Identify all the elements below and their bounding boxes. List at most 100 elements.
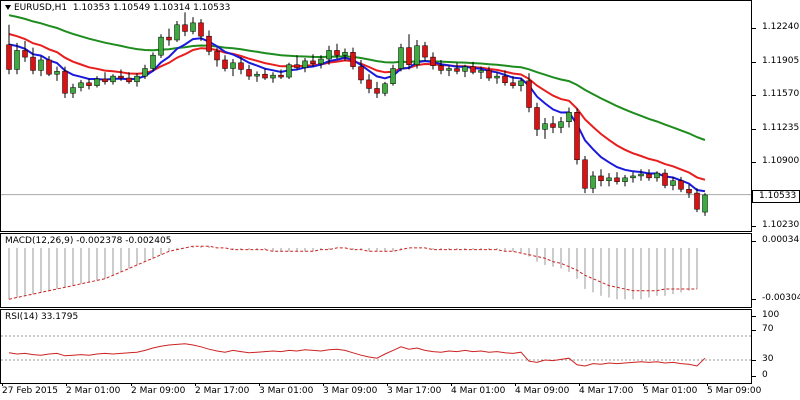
price-axis[interactable]: 1.12240 1.11905 1.11570 1.11235 1.10900 …: [751, 0, 800, 232]
candle-body: [542, 123, 548, 130]
time-label: 27 Feb 2015: [2, 383, 59, 396]
candle-body: [62, 71, 68, 94]
macd-label: MACD(12,26,9) -0.002378 -0.002405: [5, 236, 172, 246]
candle-body: [630, 175, 636, 179]
candle-body: [118, 75, 124, 79]
candle-body: [638, 173, 644, 177]
candle-body: [526, 80, 532, 108]
time-label: 5 Mar 09:00: [707, 383, 762, 396]
candle-body: [566, 111, 572, 123]
candle-body: [406, 47, 412, 65]
candle-body: [94, 78, 100, 86]
moving-average-slow: [8, 14, 706, 141]
candle-body: [302, 60, 308, 68]
candle-body: [678, 180, 684, 190]
candle-body: [222, 59, 228, 69]
time-label: 5 Mar 01:00: [643, 383, 698, 396]
macd-tick: -0.003044: [751, 293, 800, 303]
candle-body: [54, 71, 60, 75]
price-tick: 1.11905: [751, 56, 800, 66]
candle-body: [206, 35, 212, 52]
candle-body: [270, 74, 276, 79]
candle-body: [38, 59, 44, 71]
candle-body: [646, 173, 652, 179]
candle-body: [494, 75, 500, 79]
rsi-tick: 70: [751, 324, 774, 334]
candle-body: [694, 192, 700, 210]
time-label: 4 Mar 09:00: [515, 383, 570, 396]
price-chart-pane[interactable]: EURUSD,H1 1.10353 1.10549 1.10314 1.1053…: [0, 0, 752, 232]
candle-body: [342, 52, 348, 56]
candle-body: [614, 177, 620, 182]
candle-body: [70, 87, 76, 94]
price-tick: 1.10900: [751, 156, 800, 166]
candle-body: [590, 175, 596, 189]
open-value: 1.10353: [72, 3, 111, 13]
candle-body: [126, 77, 132, 83]
candle-body: [478, 70, 484, 73]
candle-body: [238, 62, 244, 70]
candle-body: [662, 172, 668, 186]
low-value: 1.10314: [153, 3, 191, 13]
candle-body: [598, 175, 604, 181]
rsi-label: RSI(14) 33.1795: [5, 312, 79, 322]
candle-body: [518, 80, 524, 86]
candle-body: [318, 58, 324, 65]
time-axis: 27 Feb 2015 2 Mar 01:00 2 Mar 09:00 2 Ma…: [0, 383, 761, 400]
candle-body: [78, 82, 84, 88]
candle-body: [310, 60, 316, 65]
symbol-menu-icon[interactable]: [5, 5, 11, 10]
macd-signal-line: [8, 245, 697, 300]
candle-body: [422, 45, 428, 58]
rsi-axis: 100 70 30 0: [751, 309, 800, 384]
candle-body: [294, 64, 300, 68]
candle-body: [326, 50, 332, 60]
rsi-canvas: [1, 335, 751, 367]
candle-body: [254, 73, 260, 77]
candle-body: [382, 83, 388, 94]
candle-body: [414, 45, 420, 65]
candle-body: [686, 189, 692, 194]
candle-body: [654, 172, 660, 179]
macd-tick: 0.000346: [752, 235, 800, 245]
price-tick: 1.11235: [751, 123, 800, 133]
candle-body: [86, 82, 92, 86]
candle-body: [390, 68, 396, 84]
candle-body: [510, 82, 516, 86]
rsi-tick: 30: [751, 354, 774, 364]
macd-pane[interactable]: MACD(12,26,9) -0.002378 -0.002405: [0, 233, 752, 308]
candle-body: [550, 123, 556, 128]
candle-body: [398, 47, 404, 69]
candle-body: [158, 36, 164, 56]
candle-body: [430, 56, 436, 66]
candle-body: [6, 44, 12, 70]
candle-body: [142, 68, 148, 77]
candle-body: [606, 177, 612, 181]
time-label: 2 Mar 09:00: [131, 383, 186, 396]
candle-body: [150, 54, 156, 69]
candle-body: [262, 73, 268, 79]
candle-body: [502, 75, 508, 84]
candle-body: [230, 62, 236, 69]
candle-body: [246, 69, 252, 77]
rsi-tick: 100: [751, 310, 780, 320]
candle-body: [670, 180, 676, 186]
candle-body: [110, 75, 116, 83]
candle-body: [446, 68, 452, 71]
rsi-pane[interactable]: RSI(14) 33.1795: [0, 309, 752, 384]
candle-body: [214, 51, 220, 61]
price-tick: 1.12240: [751, 22, 800, 32]
candle-body: [702, 194, 708, 213]
candle-body: [174, 24, 180, 41]
time-label: 3 Mar 01:00: [259, 383, 314, 396]
price-tick: 1.11570: [751, 89, 800, 99]
high-value: 1.10549: [112, 3, 151, 13]
candle-body: [470, 66, 476, 73]
price-chart-canvas: [1, 12, 751, 216]
time-label: 4 Mar 17:00: [579, 383, 634, 396]
time-label: 4 Mar 01:00: [451, 383, 506, 396]
candle-body: [30, 56, 36, 71]
candle-body: [374, 88, 380, 94]
close-value: 1.10533: [193, 3, 231, 13]
candle-body: [166, 36, 172, 41]
